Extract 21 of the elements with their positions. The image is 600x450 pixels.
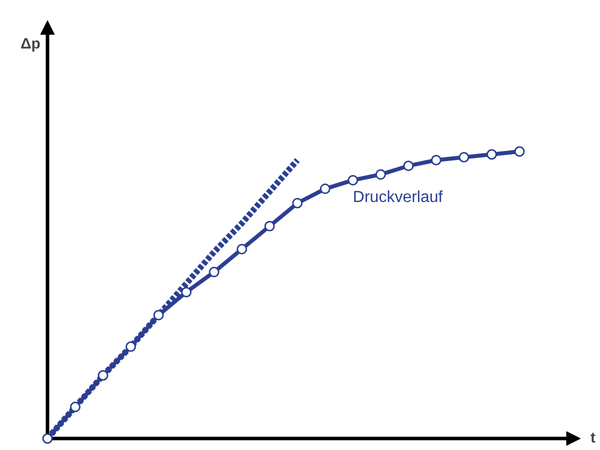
point [514, 146, 525, 157]
point [42, 433, 53, 444]
point [430, 154, 442, 166]
point [458, 152, 470, 162]
point [153, 310, 164, 320]
point [403, 160, 414, 172]
text: Δp [20, 36, 40, 52]
point [70, 402, 81, 412]
point [98, 370, 108, 381]
series-label: Druckverlauf [352, 189, 444, 206]
point [181, 286, 192, 298]
point [486, 149, 497, 160]
point [236, 244, 248, 254]
point [348, 174, 358, 186]
x-axis-title: t [590, 430, 596, 446]
point [320, 184, 330, 194]
point [126, 341, 136, 352]
point [375, 169, 386, 180]
point [292, 198, 303, 208]
point [264, 220, 275, 232]
point [208, 266, 220, 278]
